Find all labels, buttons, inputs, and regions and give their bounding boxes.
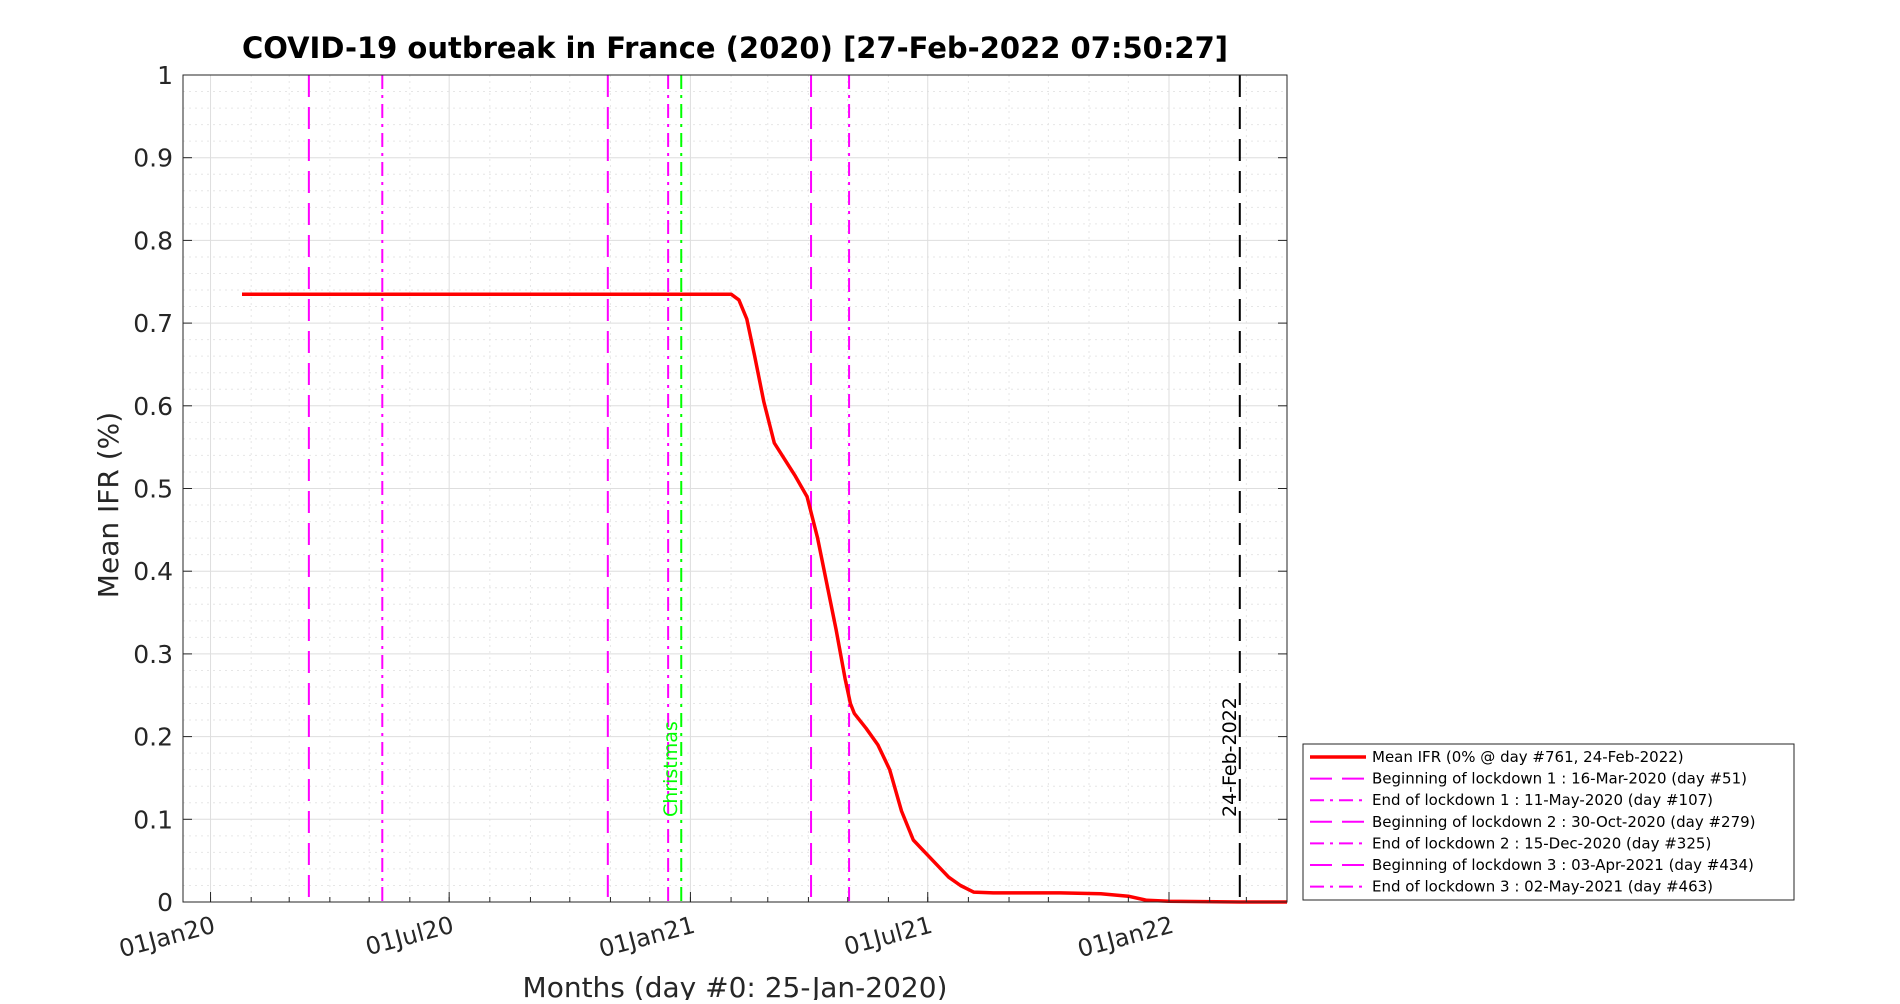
legend-label: End of lockdown 2 : 15-Dec-2020 (day #32… bbox=[1372, 834, 1711, 852]
legend-label: Beginning of lockdown 3 : 03-Apr-2021 (d… bbox=[1372, 856, 1754, 874]
legend-label: Mean IFR (0% @ day #761, 24-Feb-2022) bbox=[1372, 748, 1684, 766]
y-tick-label: 0.2 bbox=[133, 723, 173, 752]
legend-label: Beginning of lockdown 2 : 30-Oct-2020 (d… bbox=[1372, 813, 1756, 831]
legend-label: End of lockdown 1 : 11-May-2020 (day #10… bbox=[1372, 791, 1713, 809]
legend: Mean IFR (0% @ day #761, 24-Feb-2022) Beg… bbox=[1302, 743, 1795, 901]
y-tick-label: 0.9 bbox=[133, 144, 173, 173]
chart-title: COVID-19 outbreak in France (2020) [27-F… bbox=[242, 31, 1228, 65]
legend-box bbox=[1302, 743, 1795, 901]
legend-label: Beginning of lockdown 1 : 16-Mar-2020 (d… bbox=[1372, 770, 1747, 788]
y-tick-label: 0.3 bbox=[133, 640, 173, 669]
y-tick-label: 0.1 bbox=[133, 805, 173, 834]
x-axis-label: Months (day #0: 25-Jan-2020) bbox=[523, 971, 948, 1000]
legend-items: Mean IFR (0% @ day #761, 24-Feb-2022) Beg… bbox=[1310, 748, 1756, 896]
minor-grid bbox=[183, 75, 1288, 902]
y-tick-label: 0.8 bbox=[133, 226, 173, 255]
legend-label: End of lockdown 3 : 02-May-2021 (day #46… bbox=[1372, 878, 1713, 896]
event-line-label: 24-Feb-2022 bbox=[1219, 697, 1241, 817]
y-tick-label: 1 bbox=[157, 61, 173, 90]
y-tick-label: 0.4 bbox=[133, 557, 173, 586]
event-lines: Christmas 24-Feb-2022 bbox=[307, 75, 1241, 902]
y-tick-label: 0.6 bbox=[133, 392, 173, 421]
event-line-label: Christmas bbox=[660, 721, 682, 817]
y-axis-label: Mean IFR (%) bbox=[92, 412, 125, 598]
y-tick-label: 0 bbox=[157, 888, 173, 917]
y-tick-label: 0.5 bbox=[133, 475, 173, 504]
series-line bbox=[242, 292, 1287, 904]
series-layer bbox=[242, 292, 1287, 904]
axis-labels: COVID-19 outbreak in France (2020) [27-F… bbox=[92, 31, 1228, 1004]
y-tick-label: 0.7 bbox=[133, 309, 173, 338]
